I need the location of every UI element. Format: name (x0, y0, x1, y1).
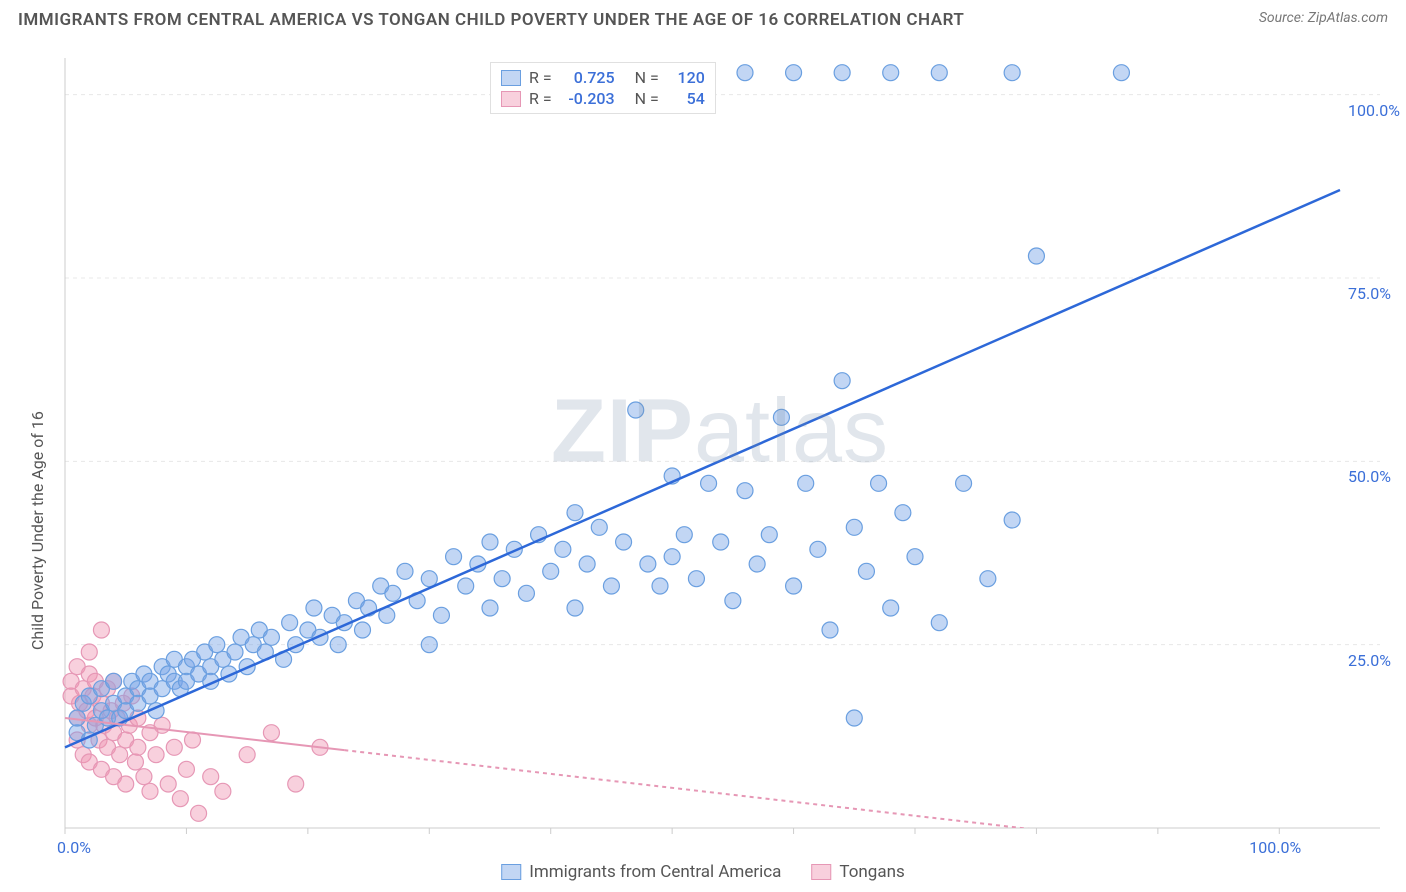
legend-label: Immigrants from Central America (529, 862, 781, 882)
legend-item: Tongans (811, 862, 904, 882)
y-tick-label: 50.0% (1348, 467, 1391, 486)
legend-n-value: 120 (667, 68, 705, 87)
legend-item: Immigrants from Central America (501, 862, 781, 882)
legend-n-label: N = (635, 68, 659, 87)
legend-n-value: 54 (667, 89, 705, 108)
legend-correlation: R = 0.725 N = 120 R = -0.203 N = 54 (490, 62, 716, 114)
legend-label: Tongans (839, 862, 904, 882)
x-tick-label: 100.0% (1249, 838, 1301, 857)
legend-swatch (501, 91, 521, 107)
legend-swatch (501, 864, 521, 880)
source-attribution: Source: ZipAtlas.com (1259, 10, 1388, 26)
legend-r-label: R = (529, 89, 552, 108)
y-tick-label: 100.0% (1348, 101, 1400, 120)
y-tick-label: 75.0% (1348, 284, 1391, 303)
y-axis-label: Child Poverty Under the Age of 16 (28, 411, 47, 650)
x-tick-label: 0.0% (57, 838, 91, 857)
legend-swatch (501, 70, 521, 86)
legend-swatch (811, 864, 831, 880)
legend-row: R = -0.203 N = 54 (501, 88, 705, 109)
legend-r-value: -0.203 (560, 89, 615, 108)
y-tick-label: 25.0% (1348, 651, 1391, 670)
legend-r-label: R = (529, 68, 552, 87)
legend-row: R = 0.725 N = 120 (501, 67, 705, 88)
chart-title: IMMIGRANTS FROM CENTRAL AMERICA VS TONGA… (18, 10, 964, 30)
legend-n-label: N = (635, 89, 659, 108)
scatter-plot (50, 48, 1390, 848)
legend-r-value: 0.725 (560, 68, 615, 87)
legend-series: Immigrants from Central America Tongans (501, 862, 905, 882)
chart-area: ZIPatlas R =0.725N =120R =-0.203N =54 25… (50, 48, 1390, 848)
